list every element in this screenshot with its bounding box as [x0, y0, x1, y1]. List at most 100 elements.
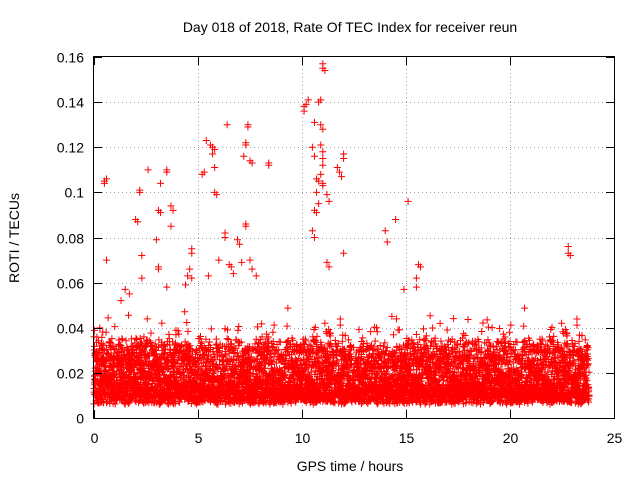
data-point: [206, 338, 214, 346]
data-point: [162, 345, 170, 353]
data-point: [152, 350, 160, 358]
data-point: [127, 335, 135, 343]
data-point: [165, 335, 173, 343]
data-point: [464, 316, 472, 324]
data-point: [146, 337, 154, 345]
data-point: [235, 355, 243, 363]
data-point: [367, 328, 375, 336]
data-point: [166, 371, 174, 379]
data-point: [269, 358, 277, 366]
data-point: [258, 320, 266, 328]
data-point: [336, 315, 344, 323]
data-point: [252, 335, 260, 343]
data-point: [95, 337, 103, 345]
data-point: [102, 399, 110, 407]
data-point: [210, 368, 218, 376]
data-point: [230, 343, 238, 351]
data-point: [108, 335, 116, 343]
data-point: [336, 321, 344, 329]
data-point: [125, 311, 133, 319]
data-point: [98, 333, 106, 341]
data-point: [234, 349, 242, 357]
data-point: [222, 352, 230, 360]
data-point: [275, 346, 283, 354]
data-point: [371, 337, 379, 345]
data-point: [224, 326, 232, 334]
data-point: [107, 339, 115, 347]
data-point: [118, 335, 126, 343]
data-point: [207, 325, 215, 333]
data-point: [321, 319, 329, 327]
data-point: [175, 330, 183, 338]
data-point: [270, 321, 278, 329]
data-point: [237, 338, 245, 346]
data-point: [184, 327, 192, 335]
data-point: [206, 344, 214, 352]
data-point: [355, 326, 363, 334]
data-point: [186, 342, 194, 350]
data-point: [133, 335, 141, 343]
data-point: [166, 341, 174, 349]
data-point: [172, 378, 180, 386]
data-point: [395, 326, 403, 334]
data-point: [284, 304, 292, 312]
data-point: [122, 337, 130, 345]
data-point: [102, 328, 110, 336]
data-point: [426, 312, 434, 320]
data-point: [261, 360, 269, 368]
data-point: [115, 336, 123, 344]
data-point: [196, 332, 204, 340]
data-point: [429, 324, 437, 332]
data-point: [189, 347, 197, 355]
data-point: [173, 373, 181, 381]
data-point: [247, 353, 255, 361]
data-point: [136, 357, 144, 365]
data-point: [224, 336, 232, 344]
data-point: [160, 371, 168, 379]
data-point: [147, 329, 155, 337]
data-point: [176, 398, 184, 406]
data-point: [283, 322, 291, 330]
data-point: [119, 346, 127, 354]
data-point: [258, 333, 266, 341]
data-point: [147, 341, 155, 349]
data-point: [443, 326, 451, 334]
data-point: [221, 343, 229, 351]
data-point: [90, 342, 98, 350]
data-points: [90, 60, 593, 408]
data-point: [436, 319, 444, 327]
data-point: [390, 331, 398, 339]
data-point: [181, 308, 189, 316]
data-point: [419, 325, 427, 333]
data-point: [137, 338, 145, 346]
data-point: [359, 334, 367, 342]
data-point: [459, 330, 467, 338]
data-point: [96, 324, 104, 332]
data-point: [139, 367, 147, 375]
data-point: [269, 328, 277, 336]
data-point: [158, 319, 166, 327]
data-point: [449, 315, 457, 323]
data-point: [236, 339, 244, 347]
data-point: [142, 341, 150, 349]
data-point: [253, 323, 261, 331]
data-point: [111, 323, 119, 331]
data-point: [202, 335, 210, 343]
data-point: [412, 331, 420, 339]
data-point: [223, 335, 231, 343]
data-point: [209, 347, 217, 355]
data-point: [137, 340, 145, 348]
data-point: [210, 350, 218, 358]
data-point: [174, 327, 182, 335]
data-point: [234, 326, 242, 334]
data-point: [111, 400, 119, 408]
chart-title: Day 018 of 2018, Rate Of TEC Index for r…: [183, 19, 517, 35]
data-point: [256, 373, 264, 381]
data-point: [104, 314, 112, 322]
data-point: [255, 339, 263, 347]
data-point: [235, 322, 243, 330]
data-point: [168, 398, 176, 406]
data-point: [183, 319, 191, 327]
data-point: [110, 363, 118, 371]
